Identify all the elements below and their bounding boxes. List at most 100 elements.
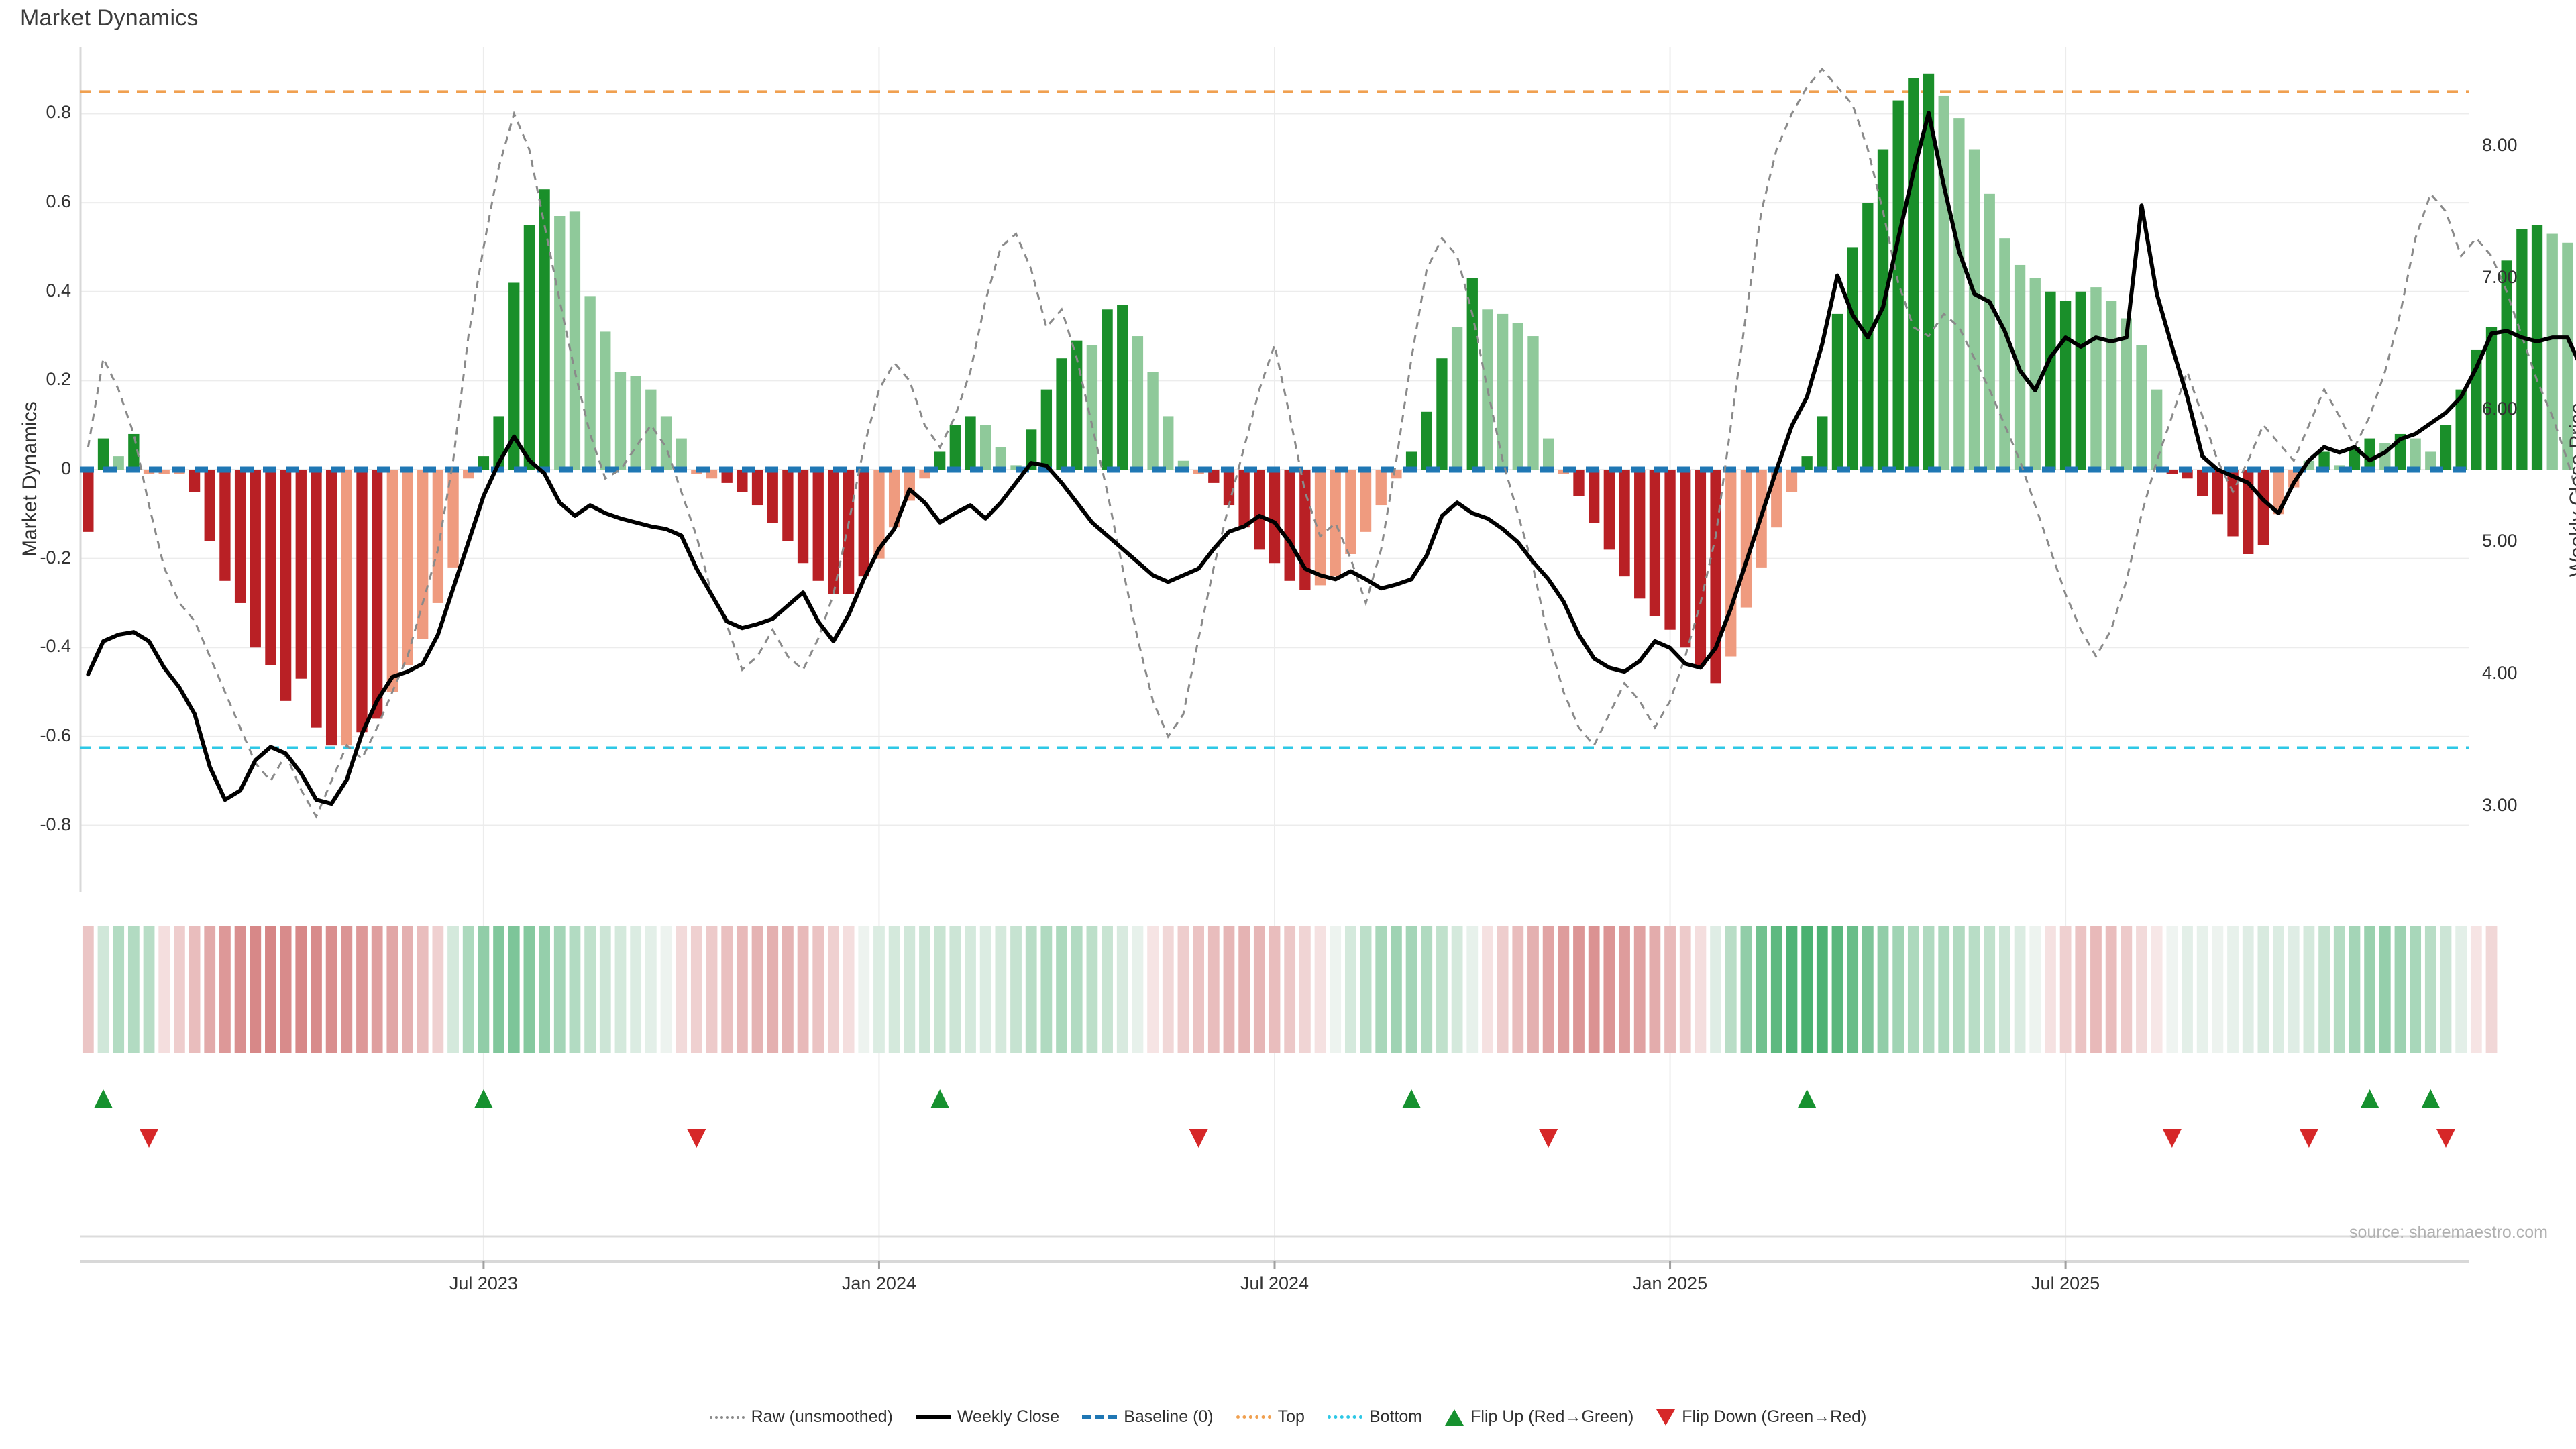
heatmap-cell xyxy=(2029,926,2041,1053)
dynamics-bar xyxy=(1314,470,1326,586)
heatmap-cell xyxy=(1147,926,1159,1053)
heatmap-cell xyxy=(493,926,504,1053)
dynamics-bar xyxy=(2227,470,2239,537)
heatmap-cell xyxy=(1512,926,1524,1053)
heatmap-cell xyxy=(904,926,916,1053)
heatmap-cell xyxy=(97,926,109,1053)
heatmap-cell xyxy=(250,926,262,1053)
dynamics-bar xyxy=(737,470,748,492)
heatmap-cell xyxy=(2059,926,2072,1053)
heatmap-cell xyxy=(1116,926,1128,1053)
dynamics-bar xyxy=(2166,470,2178,474)
heatmap-cell xyxy=(1831,926,1843,1053)
heatmap-cell xyxy=(2455,926,2467,1053)
heatmap-cell xyxy=(2349,926,2361,1053)
heatmap-cell xyxy=(553,926,566,1053)
heatmap-cell xyxy=(508,926,520,1053)
flip-down-marker[interactable] xyxy=(140,1129,159,1148)
dynamics-bar xyxy=(508,282,520,470)
dynamics-bar xyxy=(2485,327,2498,470)
y-axis-tick: 0.2 xyxy=(46,369,71,390)
heatmap-cell xyxy=(189,926,201,1053)
heatmap-cell xyxy=(1208,926,1220,1053)
heatmap-cell xyxy=(1923,926,1935,1053)
flip-up-marker[interactable] xyxy=(1402,1089,1421,1108)
y-axis-tick: 0.4 xyxy=(46,280,71,301)
heatmap-cell xyxy=(2136,926,2147,1053)
dynamics-bar xyxy=(83,470,94,532)
heatmap-cell xyxy=(965,926,976,1053)
flip-down-marker[interactable] xyxy=(1189,1129,1208,1148)
heatmap-cell xyxy=(1907,926,1919,1053)
legend-item[interactable]: Weekly Close xyxy=(915,1407,1059,1427)
legend-item[interactable]: Top xyxy=(1236,1407,1305,1427)
heatmap-cell xyxy=(1253,926,1265,1053)
dynamics-bar xyxy=(1953,118,1965,470)
dynamics-bar xyxy=(1603,470,1615,550)
dynamics-bar xyxy=(1254,470,1265,550)
dynamics-bar xyxy=(2059,301,2072,470)
heatmap-cell xyxy=(2257,926,2269,1053)
dynamics-bar xyxy=(2243,470,2254,554)
heatmap-cell xyxy=(782,926,794,1053)
dynamics-bar xyxy=(311,470,322,728)
dynamics-bar xyxy=(1497,313,1509,470)
dynamics-bar xyxy=(797,470,809,564)
dynamics-bar xyxy=(1269,470,1281,564)
heatmap-cell xyxy=(143,926,155,1053)
heatmap-cell xyxy=(1132,926,1144,1053)
heatmap-cell xyxy=(295,926,307,1053)
dynamics-bar xyxy=(1512,323,1523,470)
heatmap-cell xyxy=(1314,926,1326,1053)
heatmap-cell xyxy=(2470,926,2482,1053)
legend-item[interactable]: Flip Up (Red→Green) xyxy=(1445,1407,1633,1427)
dynamics-bar xyxy=(2410,438,2421,470)
heatmap-cell xyxy=(828,926,839,1053)
flip-down-marker[interactable] xyxy=(2299,1129,2318,1148)
flip-down-marker[interactable] xyxy=(1539,1129,1558,1148)
heatmap-cell xyxy=(1223,926,1235,1053)
flip-down-marker[interactable] xyxy=(2162,1129,2182,1148)
heatmap-cell xyxy=(1040,926,1053,1053)
dynamics-bar xyxy=(1163,416,1174,470)
dynamics-bar xyxy=(2197,470,2208,496)
legend-item[interactable]: Bottom xyxy=(1327,1407,1422,1427)
heatmap-cell xyxy=(2166,926,2178,1053)
dynamics-bar xyxy=(2546,233,2558,470)
dynamics-bar xyxy=(219,470,231,581)
dynamics-bar xyxy=(1831,313,1843,470)
legend-item[interactable]: Flip Down (Green→Red) xyxy=(1656,1407,1866,1427)
flip-up-marker[interactable] xyxy=(474,1089,493,1108)
x-axis-tick: Jul 2025 xyxy=(2031,1273,2100,1293)
dynamics-bar xyxy=(1086,345,1098,470)
dynamics-bar xyxy=(1345,470,1356,554)
flip-up-marker[interactable] xyxy=(2421,1089,2440,1108)
heatmap-cell xyxy=(979,926,991,1053)
heatmap-cell xyxy=(1269,926,1281,1053)
dynamics-bar xyxy=(1056,358,1067,470)
dynamics-bar xyxy=(1223,470,1235,506)
heatmap-cell xyxy=(356,926,368,1053)
dynamics-bar xyxy=(402,470,413,665)
heatmap-cell xyxy=(919,926,930,1053)
heatmap-cell xyxy=(2242,926,2254,1053)
heatmap-cell xyxy=(173,926,185,1053)
heatmap-cell xyxy=(341,926,353,1053)
legend-item[interactable]: Baseline (0) xyxy=(1082,1407,1214,1427)
heatmap-cell xyxy=(1421,926,1433,1053)
heatmap-cell xyxy=(614,926,627,1053)
heatmap-cell xyxy=(2394,926,2406,1053)
flip-up-marker[interactable] xyxy=(94,1089,113,1108)
flip-down-marker[interactable] xyxy=(687,1129,706,1148)
legend-item[interactable]: Raw (unsmoothed) xyxy=(709,1407,893,1427)
flip-down-marker[interactable] xyxy=(2436,1129,2455,1148)
flip-up-marker[interactable] xyxy=(2360,1089,2379,1108)
dynamics-bar xyxy=(828,470,839,594)
dynamics-bar xyxy=(2516,229,2528,470)
flip-up-marker[interactable] xyxy=(930,1089,950,1108)
dynamics-bar xyxy=(2562,242,2573,470)
page-title: Market Dynamics xyxy=(20,5,199,31)
flip-up-marker[interactable] xyxy=(1797,1089,1817,1108)
heatmap-cell xyxy=(767,926,779,1053)
heatmap-cell xyxy=(1299,926,1311,1053)
